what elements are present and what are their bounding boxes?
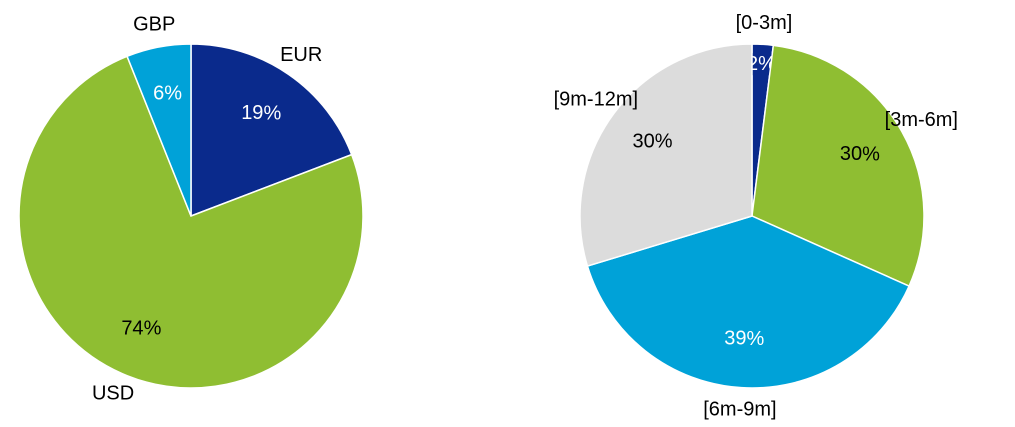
pie-slice bbox=[586, 215, 911, 389]
category-label: EUR bbox=[280, 44, 322, 66]
slice-percent-label: 19% bbox=[241, 102, 281, 124]
percent-value: 6 bbox=[153, 83, 164, 105]
slice-percent-label: 30% bbox=[632, 131, 672, 153]
slice-percent-label: 74% bbox=[121, 318, 161, 340]
pie-slice bbox=[18, 55, 364, 389]
slice-percent-label: 6% bbox=[153, 83, 182, 105]
pie-slice bbox=[579, 43, 753, 268]
percent-value: 30 bbox=[840, 143, 862, 165]
category-label: [6m-9m] bbox=[703, 398, 776, 420]
pie-slice bbox=[190, 43, 353, 218]
percent-value: 39 bbox=[724, 328, 746, 350]
category-label: USD bbox=[92, 382, 134, 404]
pie-slice bbox=[751, 44, 925, 288]
percent-value: 74 bbox=[121, 318, 143, 340]
category-label: [3m-6m] bbox=[885, 109, 958, 131]
slice-percent-label: 30% bbox=[840, 143, 880, 165]
category-label: GBP bbox=[133, 13, 175, 35]
percent-value: 30 bbox=[632, 131, 654, 153]
pie-slice bbox=[126, 43, 192, 217]
category-label: [0-3m] bbox=[736, 12, 793, 34]
slice-percent-label: 39% bbox=[724, 328, 764, 350]
category-label: [9m-12m] bbox=[554, 89, 638, 111]
percent-value: 19 bbox=[241, 102, 263, 124]
